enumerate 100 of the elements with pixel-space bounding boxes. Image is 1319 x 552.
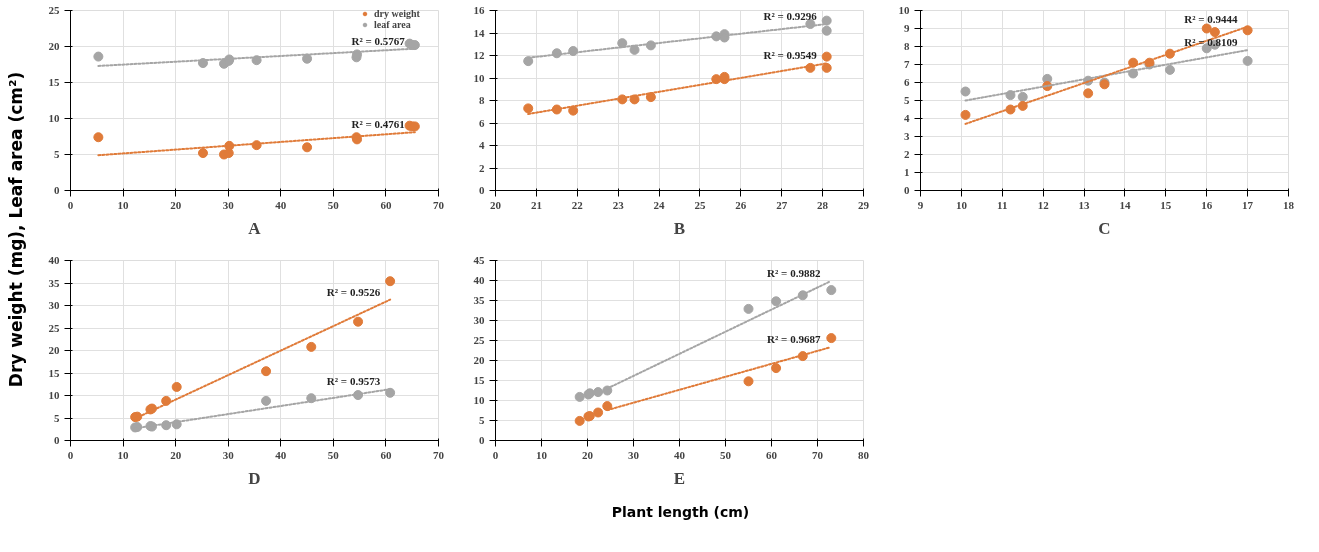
x-tick-label: 28 xyxy=(817,198,829,211)
annotation: R² = 0.5767 xyxy=(351,34,406,47)
x-tick-label: 60 xyxy=(380,448,392,461)
y-tick-label: 15 xyxy=(48,366,60,379)
y-axis-title: Dry weight (mg), Leaf area (cm²) xyxy=(5,71,26,388)
x-tick-label: 30 xyxy=(222,198,235,211)
y-tick-label: 0 xyxy=(54,184,60,196)
x-tick-label: 14 xyxy=(1119,198,1131,211)
y-tick-label: 1 xyxy=(904,166,910,178)
x-tick-label: 40 xyxy=(275,198,287,211)
x-tick-label: 15 xyxy=(1160,198,1172,211)
x-tick-label: 11 xyxy=(997,198,1008,211)
y-tick-label: 35 xyxy=(48,276,60,289)
y-tick-label: 0 xyxy=(54,434,60,446)
x-tick-label: 10 xyxy=(117,448,130,461)
text: E xyxy=(673,468,686,488)
y-tick-label: 25 xyxy=(473,334,485,346)
y-tick-label: 9 xyxy=(904,22,910,34)
legend-label: dry weight xyxy=(374,9,420,19)
y-tick-label: 20 xyxy=(473,354,485,366)
x-tick-label: 16 xyxy=(1201,198,1213,211)
x-tick-label: 60 xyxy=(380,198,392,211)
y-tick-label: 10 xyxy=(898,4,910,16)
y-tick-label: 8 xyxy=(904,40,910,52)
annotation: R² = 0.4761 xyxy=(351,118,405,131)
x-tick-label: 25 xyxy=(694,198,706,211)
x-tick-label: 22 xyxy=(571,198,584,211)
y-tick-label: 10 xyxy=(473,71,485,84)
x-tick-label: 20 xyxy=(170,448,182,461)
x-tick-label: 27 xyxy=(776,198,788,211)
annotation: R² = 0.8109 xyxy=(1184,36,1239,49)
annotation: R² = 0.9444 xyxy=(1184,12,1239,25)
annotation: R² = 0.9573 xyxy=(326,375,381,388)
y-tick-label: 5 xyxy=(54,148,60,160)
y-tick-label: 40 xyxy=(48,254,60,266)
x-tick-label: 10 xyxy=(955,198,968,211)
annotation: R² = 0.9549 xyxy=(763,49,818,62)
y-tick-label: 8 xyxy=(479,94,485,106)
y-tick-label: 30 xyxy=(48,299,60,311)
x-tick-label: 50 xyxy=(327,448,340,461)
y-tick-label: 25 xyxy=(48,4,60,16)
y-tick-label: 45 xyxy=(473,254,485,266)
x-tick-label: 23 xyxy=(612,198,625,211)
y-tick-label: 15 xyxy=(473,374,485,386)
y-tick-label: 20 xyxy=(48,40,60,52)
y-tick-label: 10 xyxy=(48,112,60,124)
y-tick-label: 35 xyxy=(473,294,485,306)
annotation: R² = 0.9296 xyxy=(763,10,818,22)
x-tick-label: 26 xyxy=(735,198,747,211)
x-tick-label: 12 xyxy=(1037,198,1050,211)
y-tick-label: 14 xyxy=(473,26,485,39)
x-tick-label: 20 xyxy=(170,198,182,211)
y-tick-label: 5 xyxy=(479,414,485,426)
y-tick-label: 2 xyxy=(904,148,910,160)
text: B xyxy=(673,218,686,238)
x-tick-label: 70 xyxy=(812,448,824,461)
legend-label: leaf area xyxy=(374,19,411,30)
x-tick-label: 0 xyxy=(492,448,499,461)
y-tick-label: 0 xyxy=(479,434,485,446)
y-tick-label: 12 xyxy=(473,49,485,61)
text: A xyxy=(248,218,262,238)
x-tick-label: 30 xyxy=(222,448,235,461)
x-tick-label: 60 xyxy=(766,448,778,461)
y-tick-label: 0 xyxy=(479,184,485,196)
y-tick-label: 5 xyxy=(904,94,910,106)
y-tick-label: 16 xyxy=(473,4,485,16)
x-tick-label: 0 xyxy=(67,448,74,461)
y-tick-label: 2 xyxy=(479,161,485,174)
y-tick-label: 5 xyxy=(54,411,60,424)
x-tick-label: 10 xyxy=(117,198,130,211)
x-tick-label: 21 xyxy=(530,198,542,211)
y-tick-label: 4 xyxy=(904,112,910,124)
x-tick-label: 40 xyxy=(275,448,287,461)
y-tick-label: 15 xyxy=(48,76,60,88)
y-tick-label: 40 xyxy=(473,274,485,286)
text: C xyxy=(1098,218,1111,238)
y-tick-label: 20 xyxy=(48,344,60,356)
x-tick-label: 10 xyxy=(536,448,548,461)
x-axis-title: Plant length (cm) xyxy=(611,503,750,520)
y-tick-label: 25 xyxy=(48,321,60,334)
x-tick-label: 50 xyxy=(327,198,340,211)
x-tick-label: 17 xyxy=(1242,198,1254,211)
x-tick-label: 30 xyxy=(628,448,640,461)
x-tick-label: 18 xyxy=(1283,198,1295,211)
x-tick-label: 80 xyxy=(858,448,870,461)
y-tick-label: 6 xyxy=(479,116,485,129)
x-tick-label: 70 xyxy=(433,198,445,211)
y-tick-label: 0 xyxy=(904,184,910,196)
y-tick-label: 6 xyxy=(904,76,910,88)
x-tick-label: 70 xyxy=(433,448,445,461)
y-tick-label: 10 xyxy=(473,394,485,406)
x-tick-label: 29 xyxy=(858,198,870,211)
y-tick-label: 30 xyxy=(473,314,485,326)
x-tick-label: 20 xyxy=(582,448,594,461)
annotation: R² = 0.9526 xyxy=(326,285,381,298)
x-tick-label: 24 xyxy=(653,198,666,211)
y-tick-label: 7 xyxy=(904,58,910,70)
x-tick-label: 9 xyxy=(917,198,924,211)
y-tick-label: 4 xyxy=(479,139,485,151)
y-tick-label: 3 xyxy=(904,130,910,142)
